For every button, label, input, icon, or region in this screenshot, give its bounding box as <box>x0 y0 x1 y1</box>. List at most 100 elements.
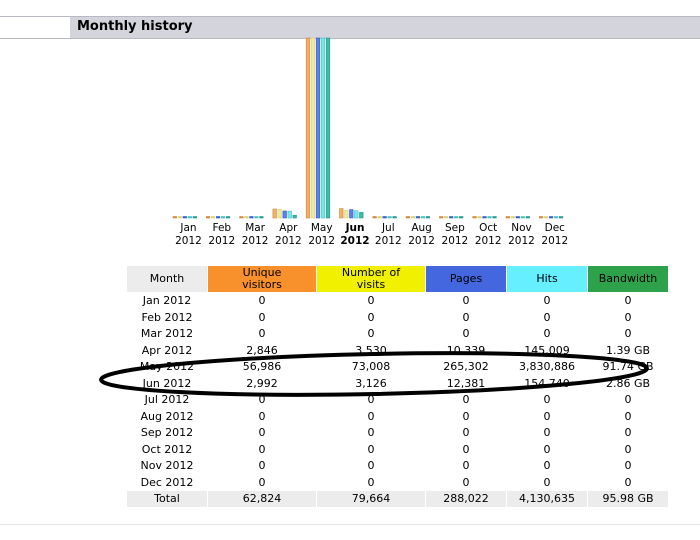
cell-month: Mar 2012 <box>140 327 194 341</box>
chart-month-label: Aug 2012 <box>405 222 438 248</box>
monthly-history-table: Month Unique visitors Number of visits P… <box>126 265 669 508</box>
cell-pages: 0 <box>462 409 470 423</box>
cell-bandwidth: 1.39 GB <box>605 343 651 357</box>
chart-bar <box>525 216 530 219</box>
chart-bar <box>459 216 464 219</box>
cell-number-of-visits: 0 <box>367 393 375 407</box>
column-header-bandwidth: Bandwidth <box>588 266 668 292</box>
cell-pages: 0 <box>462 327 470 341</box>
cell-hits: 0 <box>543 409 551 423</box>
chart-bar <box>372 216 377 219</box>
cell-bandwidth: 0 <box>624 327 632 341</box>
chart-month-name: Nov <box>511 222 532 234</box>
cell-hits: 0 <box>543 327 551 341</box>
cell-number-of-visits: 0 <box>367 310 375 324</box>
cell-unique-visitors: 0 <box>258 393 266 407</box>
chart-month-label: Nov 2012 <box>505 222 538 248</box>
cell-unique-visitors: 2,992 <box>246 376 278 390</box>
cell-unique-visitors: 2,846 <box>246 343 278 357</box>
cell-hits: 0 <box>543 426 551 440</box>
chart-month-label: Dec 2012 <box>538 222 571 248</box>
chart-bar <box>415 216 421 219</box>
cell-number-of-visits: 0 <box>367 327 375 341</box>
column-header-pages: Pages <box>426 266 506 292</box>
chart-bar <box>315 37 321 219</box>
chart-bar <box>392 216 397 219</box>
cell-bandwidth: 0 <box>624 310 632 324</box>
cell-total-label: Total <box>127 491 207 507</box>
cell-month: Nov 2012 <box>140 459 194 473</box>
cell-pages: 0 <box>462 475 470 489</box>
chart-bar <box>439 216 444 219</box>
cell-month: Jun 2012 <box>142 376 192 390</box>
chart-month-year: 2012 <box>275 235 302 247</box>
chart-month-year: 2012 <box>408 235 435 247</box>
chart-bar <box>225 216 231 219</box>
cell-bandwidth: 0 <box>624 409 632 423</box>
chart-month-name: Jan <box>180 222 197 234</box>
cell-total-unique-visitors: 62,824 <box>208 491 316 507</box>
cell-month: Aug 2012 <box>140 409 194 423</box>
cell-bandwidth: 0 <box>624 294 632 308</box>
chart-bar <box>477 216 482 219</box>
cell-hits: 0 <box>543 393 551 407</box>
table-row: Jul 2012 0 0 0 0 0 <box>127 392 668 408</box>
cell-month: Oct 2012 <box>141 442 193 456</box>
chart-month-name: Dec <box>544 222 565 234</box>
table-row: Aug 2012 0 0 0 0 0 <box>127 409 668 425</box>
table-row: Dec 2012 0 0 0 0 0 <box>127 475 668 491</box>
table-header-row: Month Unique visitors Number of visits P… <box>127 266 668 292</box>
chart-bar <box>259 216 264 219</box>
chart-bar <box>487 216 492 219</box>
chart-bar <box>339 208 344 219</box>
chart-month-year: 2012 <box>308 235 336 247</box>
chart-month-year: 2012 <box>541 235 569 247</box>
cell-month: Jul 2012 <box>144 393 190 407</box>
chart-bar <box>177 216 182 219</box>
chart-bar <box>187 216 192 219</box>
chart-bar <box>215 216 221 219</box>
cell-unique-visitors: 0 <box>258 409 266 423</box>
cell-unique-visitors: 56,986 <box>242 360 282 374</box>
table-row: Sep 2012 0 0 0 0 0 <box>127 425 668 441</box>
cell-hits: 0 <box>543 310 551 324</box>
chart-bar <box>515 216 520 219</box>
chart-month-name: Feb <box>212 222 232 234</box>
chart-bar <box>492 216 497 219</box>
cell-unique-visitors: 0 <box>258 294 266 308</box>
cell-unique-visitors: 0 <box>258 327 266 341</box>
chart-bar <box>282 210 287 219</box>
chart-bar <box>505 216 510 219</box>
chart-bar <box>420 216 426 219</box>
chart-bar <box>510 216 515 219</box>
cell-pages: 0 <box>462 459 470 473</box>
may-row-highlight-circle <box>99 351 649 397</box>
chart-bar <box>425 216 431 219</box>
cell-hits: 3,830,886 <box>519 360 575 374</box>
bottom-divider <box>0 524 700 525</box>
cell-unique-visitors: 0 <box>258 310 266 324</box>
cell-number-of-visits: 0 <box>367 409 375 423</box>
cell-month: Apr 2012 <box>141 343 193 357</box>
chart-bar <box>538 216 544 219</box>
chart-bar <box>239 216 244 219</box>
cell-hits: 0 <box>543 475 551 489</box>
chart-bar <box>472 216 477 219</box>
chart-month-label: Apr 2012 <box>272 222 305 248</box>
table-row: Oct 2012 0 0 0 0 0 <box>127 442 668 458</box>
chart-bar <box>220 216 226 219</box>
table-row: Feb 2012 0 0 0 0 0 <box>127 310 668 326</box>
cell-unique-visitors: 0 <box>258 442 266 456</box>
cell-pages: 0 <box>462 310 470 324</box>
chart-month-name: Sep <box>444 222 465 234</box>
cell-total-hits: 4,130,635 <box>507 491 587 507</box>
chart-bar <box>543 216 549 219</box>
section-title: Monthly history <box>77 19 193 34</box>
chart-bar <box>344 209 349 219</box>
column-header-number-of-visits: Number of visits <box>317 266 425 292</box>
chart-bar <box>320 37 326 219</box>
cell-bandwidth: 0 <box>624 475 632 489</box>
cell-number-of-visits: 0 <box>367 459 375 473</box>
chart-bar <box>305 37 311 219</box>
table-total-row: Total 62,824 79,664 288,022 4,130,635 95.98 G… <box>127 491 668 507</box>
